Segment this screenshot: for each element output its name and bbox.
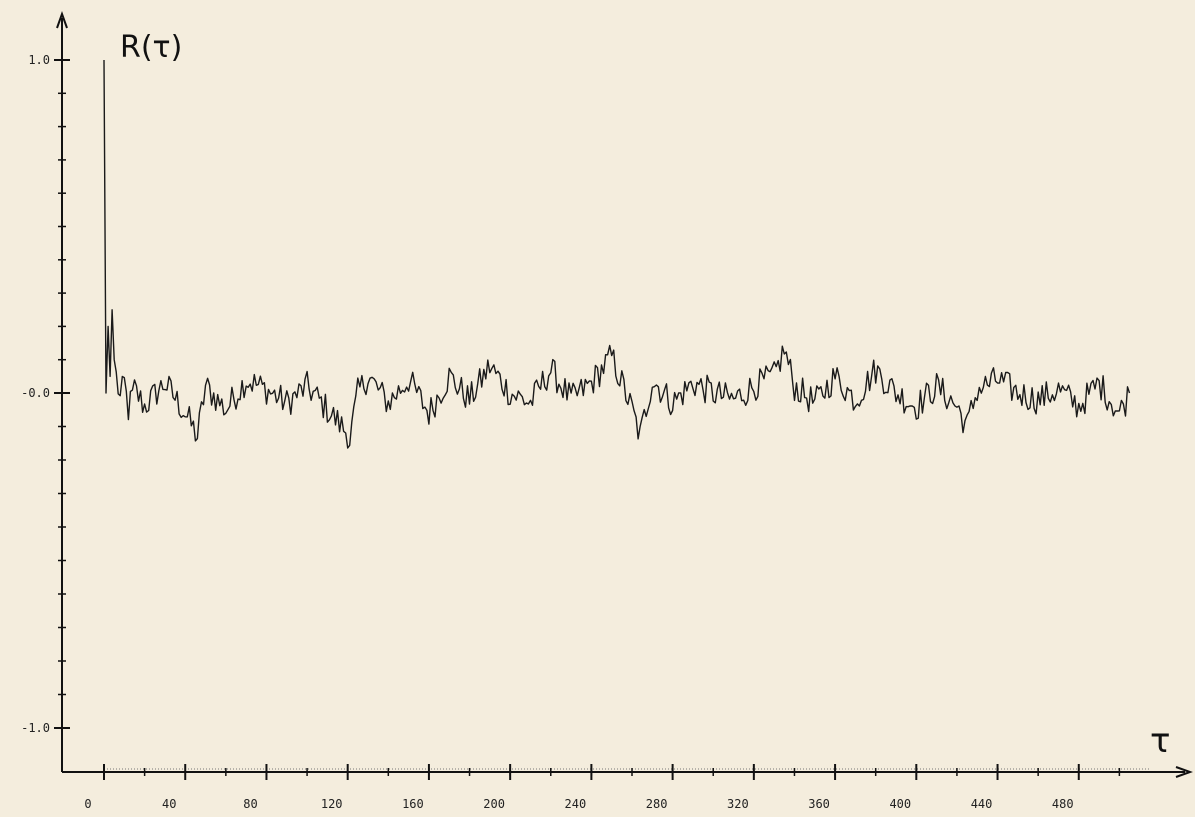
x-tick-label: 200 [483, 797, 505, 811]
x-tick-label: 120 [321, 797, 343, 811]
y-axis-arrow [56, 11, 68, 29]
x-tick-label: 240 [565, 797, 587, 811]
series-group [103, 59, 1131, 449]
y-tick-label: -1.0 [21, 721, 50, 735]
series-line [103, 59, 1131, 449]
x-axis-label: τ [1150, 721, 1170, 761]
x-tick-label: 160 [402, 797, 424, 811]
x-tick-label: 400 [889, 797, 911, 811]
x-tick-label: 280 [646, 797, 668, 811]
x-tick-label: 0 [84, 797, 91, 811]
x-tick-label: 360 [808, 797, 830, 811]
x-tick-label: 40 [162, 797, 176, 811]
ticks: 1.0 -0.0 -1.0 0 40 80 120 160 200 240 280 320 360 400… [21, 53, 1121, 811]
x-tick-label: 440 [971, 797, 993, 811]
y-tick-label: -0.0 [21, 386, 50, 400]
x-tick-label: 80 [243, 797, 257, 811]
x-axis-arrow [1175, 766, 1193, 778]
x-tick-label: 320 [727, 797, 749, 811]
y-tick-label: 1.0 [28, 53, 50, 67]
y-axis-label: R(τ) [120, 30, 182, 65]
x-tick-label: 480 [1052, 797, 1074, 811]
